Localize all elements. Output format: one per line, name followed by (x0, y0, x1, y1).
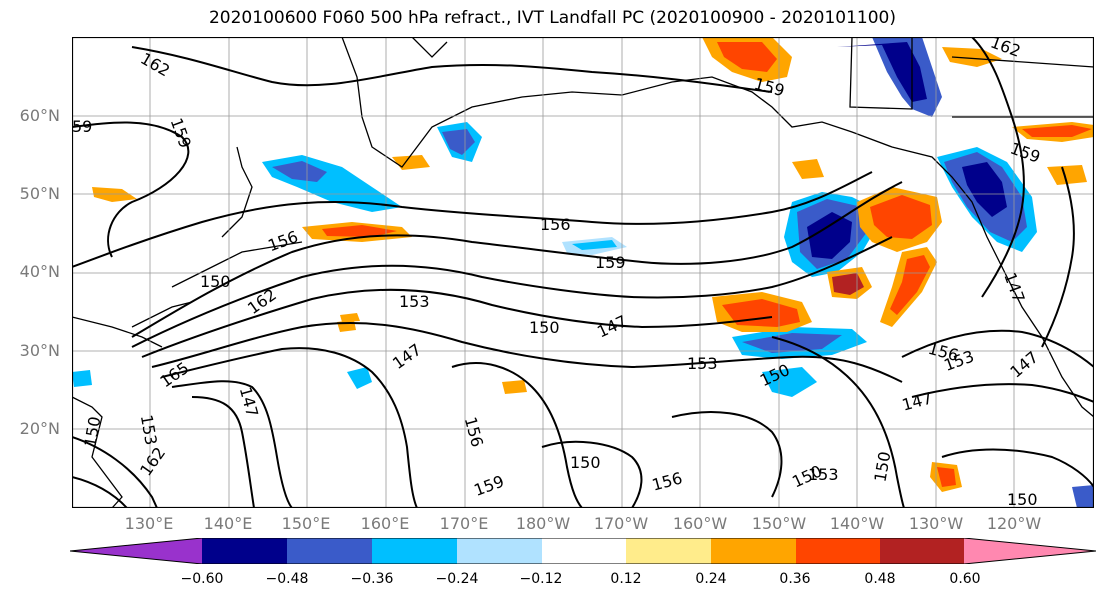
colorbar-tick: −0.60 (180, 571, 224, 587)
lat-label: 40°N (19, 262, 60, 281)
colorbar (70, 538, 1096, 564)
colorbar-segment (202, 538, 287, 564)
contour-label: 153 (808, 465, 839, 484)
lon-label: 160°E (360, 514, 410, 533)
colorbar-tick: 0.36 (779, 571, 811, 587)
lon-label: 150°W (751, 514, 807, 533)
lon-label: 140°E (203, 514, 253, 533)
lat-label: 20°N (19, 419, 60, 438)
lon-label: 170°W (593, 514, 649, 533)
colorbar-segment (880, 538, 964, 564)
colorbar-tick: −0.36 (350, 571, 394, 587)
colorbar-segment (287, 538, 372, 564)
contour-label: 150 (200, 272, 231, 291)
contour-label: 153 (399, 292, 430, 311)
lon-label: 180°W (515, 514, 571, 533)
colorbar-segment (457, 538, 542, 564)
map-panel: 162 159 156 159 150 153 150 147 162 147 … (72, 37, 1094, 508)
lon-label: 140°W (829, 514, 885, 533)
contour-label: 59 (72, 117, 92, 136)
contour-label: 150 (570, 453, 601, 472)
contour-label: 159 (595, 253, 626, 272)
shaded-anomaly-regions (72, 37, 1094, 508)
colorbar-tick: 0.12 (610, 571, 642, 587)
lon-label: 170°E (439, 514, 489, 533)
map-title: 2020100600 F060 500 hPa refract., IVT La… (208, 8, 896, 28)
contour-label: 150 (529, 318, 560, 337)
lon-label: 160°W (672, 514, 728, 533)
lon-label: 130°W (908, 514, 964, 533)
lon-label: 150°E (281, 514, 331, 533)
colorbar-segment (70, 538, 202, 564)
lat-label: 50°N (19, 184, 60, 203)
colorbar-tick: 0.60 (949, 571, 981, 587)
colorbar-tick: 0.48 (864, 571, 896, 587)
lat-label: 30°N (19, 341, 60, 360)
colorbar-segment (711, 538, 796, 564)
lon-label: 120°W (986, 514, 1042, 533)
colorbar-tick: 0.24 (695, 571, 727, 587)
colorbar-tick: −0.48 (265, 571, 309, 587)
contour-label: 153 (687, 354, 718, 373)
colorbar-segment (542, 538, 626, 564)
colorbar-tick: −0.12 (519, 571, 563, 587)
colorbar-tick: −0.24 (435, 571, 479, 587)
colorbar-segment (372, 538, 457, 564)
colorbar-segment (796, 538, 880, 564)
colorbar-segment (964, 538, 1096, 564)
colorbar-segment (626, 538, 711, 564)
refractivity-contours (72, 37, 1094, 508)
contour-label: 156 (540, 215, 571, 234)
contour-label: 150 (1007, 490, 1038, 508)
lon-label: 130°E (124, 514, 174, 533)
lat-label: 60°N (19, 106, 60, 125)
